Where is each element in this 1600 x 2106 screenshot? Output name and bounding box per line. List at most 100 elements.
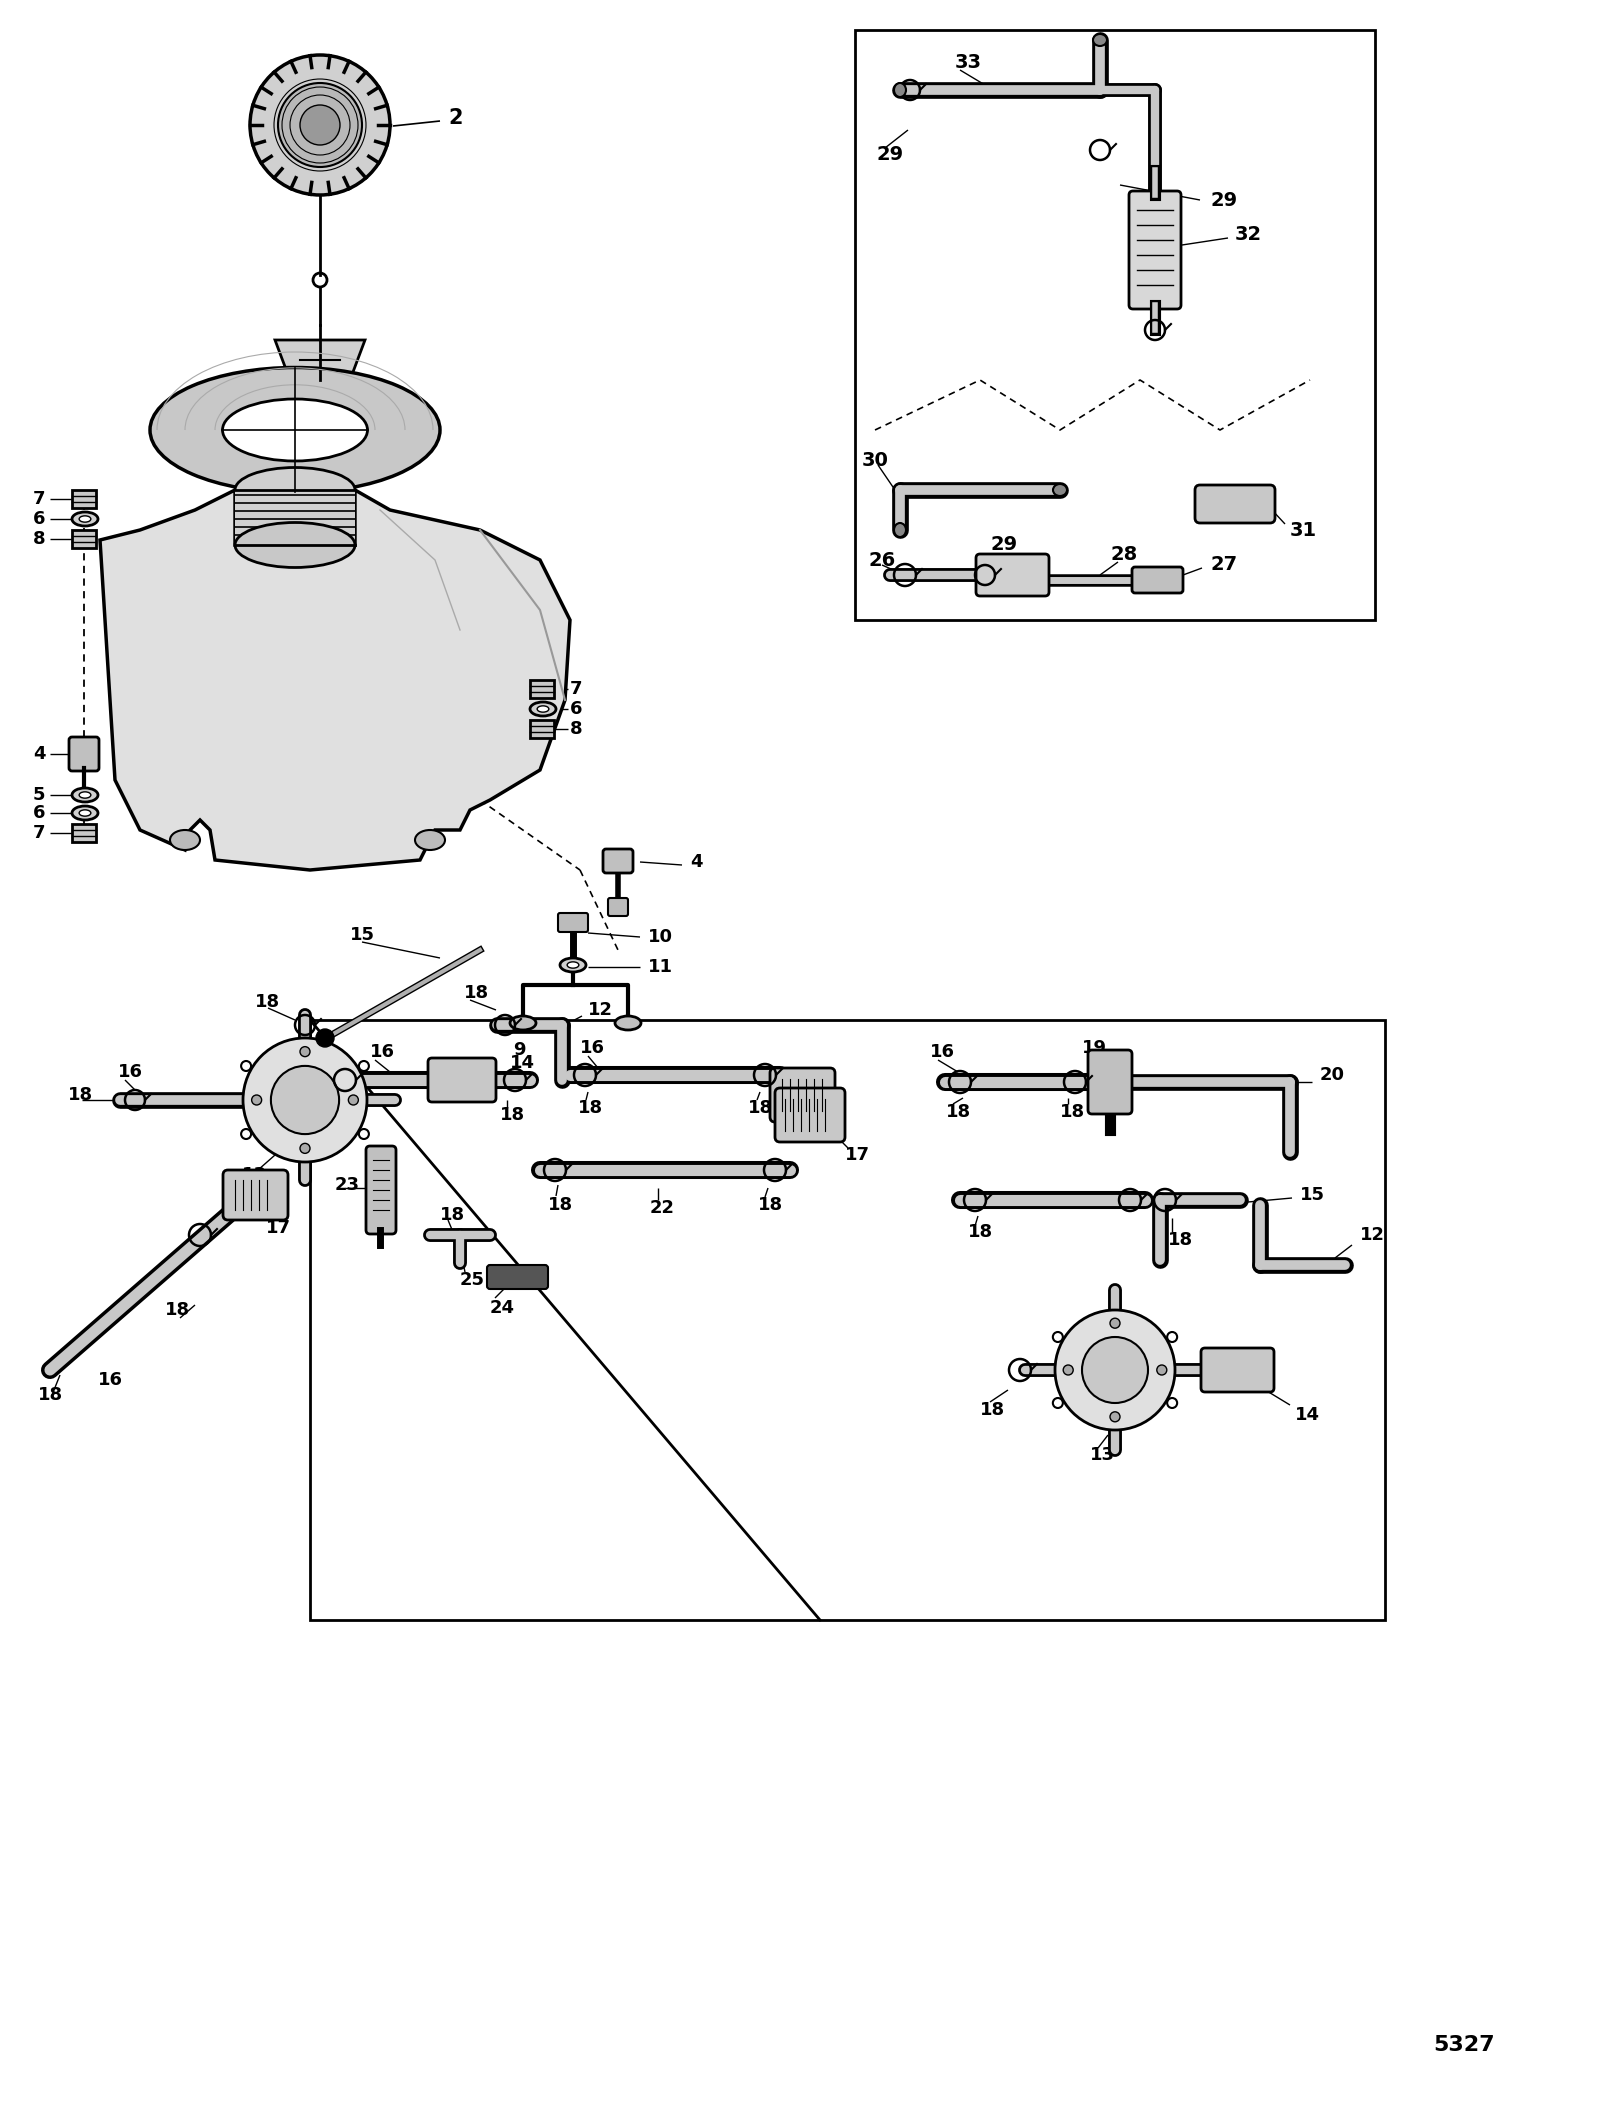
Text: 18: 18 [547,1196,573,1213]
Text: 5: 5 [34,786,45,804]
FancyBboxPatch shape [1202,1348,1274,1392]
Text: 18: 18 [254,994,280,1011]
Circle shape [243,1038,366,1163]
Bar [854,29,1374,619]
FancyBboxPatch shape [1195,484,1275,522]
Text: 16: 16 [930,1042,955,1061]
Ellipse shape [72,807,98,819]
FancyBboxPatch shape [603,849,634,874]
Text: 22: 22 [650,1198,675,1217]
Text: 7: 7 [34,491,45,508]
Text: 12: 12 [1360,1226,1386,1245]
Ellipse shape [72,512,98,526]
Text: 26: 26 [867,550,896,569]
Text: 32: 32 [1235,225,1262,244]
Circle shape [270,1066,339,1135]
Text: 18: 18 [165,1302,190,1318]
Text: 7: 7 [570,680,582,697]
Text: 2: 2 [448,107,462,128]
Text: 8: 8 [570,720,582,737]
Circle shape [1064,1365,1074,1375]
FancyBboxPatch shape [558,914,589,933]
Text: 16: 16 [370,1042,395,1061]
Circle shape [1110,1318,1120,1329]
FancyBboxPatch shape [486,1266,547,1289]
Text: 18: 18 [979,1400,1005,1419]
FancyBboxPatch shape [1133,567,1182,594]
Text: 5327: 5327 [1434,2034,1494,2055]
FancyBboxPatch shape [770,1068,835,1122]
Text: 18: 18 [38,1386,62,1405]
Ellipse shape [894,522,906,537]
Text: 1: 1 [128,699,142,720]
Text: 3: 3 [173,404,187,425]
Circle shape [1110,1411,1120,1422]
Text: 18: 18 [440,1207,466,1224]
Circle shape [250,55,390,196]
FancyBboxPatch shape [72,531,96,548]
Text: 6: 6 [34,510,45,529]
Text: 16: 16 [98,1371,123,1390]
Circle shape [301,1144,310,1154]
FancyBboxPatch shape [222,1171,288,1219]
Ellipse shape [614,1015,642,1030]
Polygon shape [275,339,365,379]
Text: 18: 18 [464,984,490,1002]
Text: 11: 11 [648,958,674,975]
Ellipse shape [538,706,549,712]
Ellipse shape [235,468,355,512]
Ellipse shape [510,1015,536,1030]
Text: 33: 33 [955,53,982,72]
Text: 7: 7 [34,823,45,842]
Text: 6: 6 [570,699,582,718]
FancyBboxPatch shape [72,491,96,508]
Circle shape [301,105,339,145]
Text: 17: 17 [266,1219,291,1236]
Text: 21: 21 [810,1125,835,1141]
Circle shape [1157,1365,1166,1375]
Ellipse shape [560,958,586,973]
Circle shape [301,1047,310,1057]
Text: 30: 30 [862,451,890,470]
Circle shape [1054,1310,1174,1430]
Bar [235,491,355,545]
Text: 18: 18 [968,1224,994,1240]
Text: 19: 19 [1082,1038,1107,1057]
Text: 29: 29 [990,535,1018,554]
Circle shape [1082,1337,1149,1403]
Text: 14: 14 [510,1053,534,1072]
Text: 15: 15 [350,927,374,943]
Ellipse shape [566,962,579,969]
FancyBboxPatch shape [530,720,554,737]
Ellipse shape [894,82,906,97]
Text: 16: 16 [118,1064,142,1080]
Text: 4: 4 [34,746,45,762]
Text: 15: 15 [1299,1186,1325,1205]
Ellipse shape [1093,34,1107,46]
Circle shape [278,82,362,166]
FancyBboxPatch shape [72,823,96,842]
Text: 27: 27 [1210,556,1237,575]
FancyBboxPatch shape [1130,192,1181,310]
Text: 24: 24 [490,1299,515,1316]
Polygon shape [99,491,570,870]
Bar [310,1019,1386,1620]
Text: 28: 28 [1110,545,1138,564]
Circle shape [317,1030,334,1047]
Text: 20: 20 [1320,1066,1346,1085]
FancyBboxPatch shape [774,1089,845,1141]
Text: 18: 18 [946,1104,971,1120]
Text: 18: 18 [578,1099,603,1116]
Text: 29: 29 [877,145,902,164]
Text: 23: 23 [334,1175,360,1194]
Text: 10: 10 [648,929,674,946]
Text: 18: 18 [339,1106,365,1125]
Ellipse shape [414,830,445,851]
FancyBboxPatch shape [366,1146,397,1234]
Text: 9: 9 [514,1040,525,1059]
Ellipse shape [170,830,200,851]
Text: 18: 18 [749,1099,773,1116]
Text: 18: 18 [67,1087,93,1104]
Ellipse shape [78,516,91,522]
FancyBboxPatch shape [1088,1051,1133,1114]
